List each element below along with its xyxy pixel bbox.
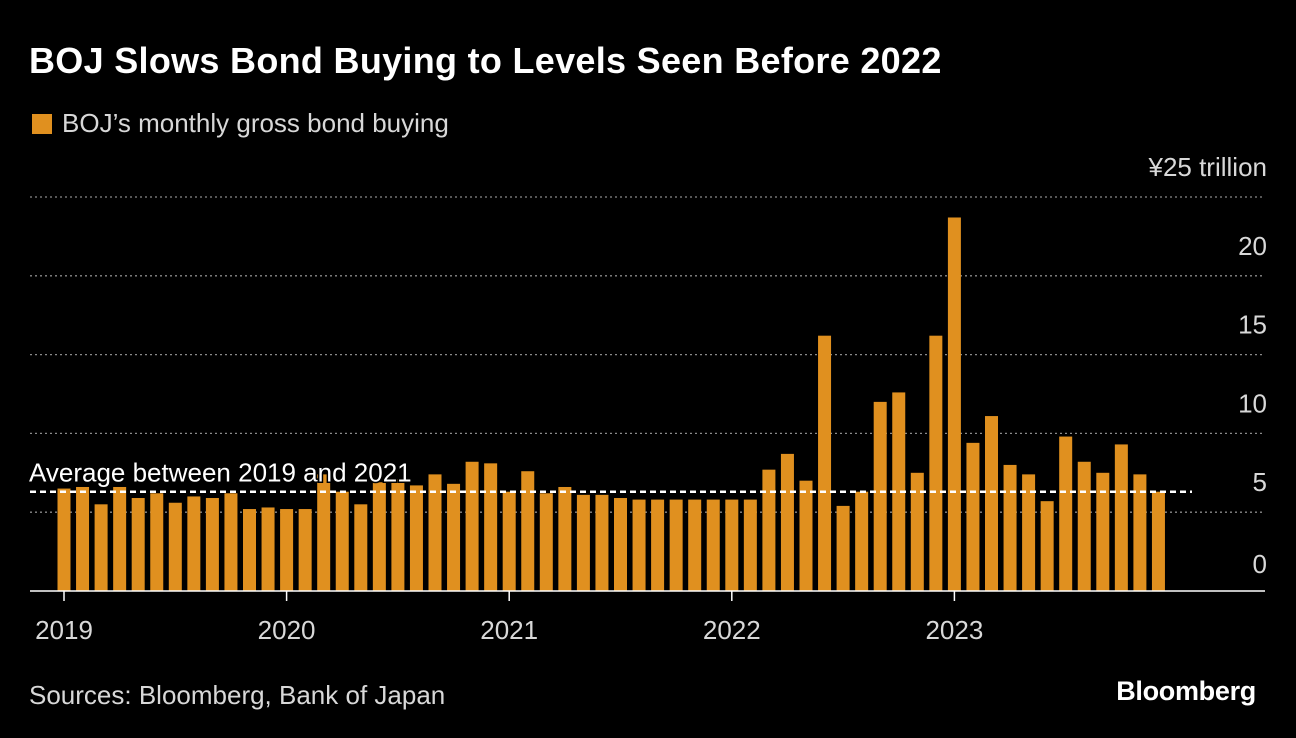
- bar: [651, 499, 665, 591]
- y-tick-label: 20: [1238, 231, 1267, 261]
- bar: [409, 485, 423, 591]
- bar: [187, 496, 201, 591]
- bar: [985, 416, 998, 591]
- bloomberg-logo: Bloomberg: [1116, 676, 1256, 706]
- bar: [391, 479, 405, 591]
- axes: 0 5 10 15 20 ¥25 trillion 2019 2020 2021 2022 2023: [30, 152, 1267, 645]
- y-tick-label: 10: [1238, 388, 1267, 418]
- bar: [929, 335, 943, 591]
- x-tick-label: 2020: [258, 615, 316, 645]
- bar: [632, 499, 646, 591]
- bar: [168, 502, 182, 591]
- bar: [743, 499, 757, 591]
- bar: [94, 504, 108, 591]
- bar: [354, 504, 368, 591]
- bar: [521, 471, 535, 591]
- average-reference-label: Average between 2019 and 2021: [29, 458, 412, 488]
- bar: [150, 493, 164, 591]
- bar: [428, 474, 442, 591]
- x-tick-label: 2019: [35, 615, 93, 645]
- x-tick-label: 2022: [703, 615, 761, 645]
- bar: [1040, 501, 1054, 591]
- bar: [595, 494, 609, 591]
- bar: [261, 507, 275, 591]
- bar: [947, 217, 961, 591]
- bar: [243, 509, 256, 591]
- bar: [558, 486, 572, 591]
- bar: [465, 461, 479, 591]
- bar: [1151, 491, 1165, 591]
- bar: [706, 499, 720, 591]
- x-tick-label: 2023: [925, 615, 983, 645]
- bar: [131, 498, 145, 591]
- bar: [224, 493, 238, 591]
- bar: [335, 491, 349, 591]
- bar: [205, 498, 219, 591]
- bar: [762, 469, 776, 591]
- bar: [372, 482, 386, 591]
- y-tick-label: 5: [1253, 467, 1267, 497]
- bar: [873, 401, 887, 591]
- bar: [910, 472, 924, 591]
- bar: [725, 499, 739, 591]
- bar: [280, 509, 294, 591]
- bar: [1096, 472, 1110, 591]
- bar: [799, 480, 813, 591]
- bar: [780, 453, 794, 591]
- legend-label: BOJ’s monthly gross bond buying: [62, 108, 449, 138]
- y-tick-label: 0: [1253, 549, 1267, 579]
- bar: [298, 509, 312, 591]
- bar: [113, 486, 127, 591]
- bar: [484, 463, 498, 591]
- bar: [57, 488, 71, 591]
- bar: [688, 499, 702, 591]
- source-note: Sources: Bloomberg, Bank of Japan: [29, 680, 446, 710]
- bar: [1059, 436, 1073, 591]
- bar: [669, 499, 683, 591]
- bar: [539, 493, 553, 591]
- bar: [855, 491, 869, 591]
- bar: [576, 494, 590, 591]
- reference-line-group: Average between 2019 and 2021: [28, 456, 1192, 493]
- bar: [76, 486, 90, 591]
- bar: [966, 442, 980, 591]
- bar: [447, 483, 461, 591]
- bars: [57, 217, 1165, 591]
- legend: BOJ’s monthly gross bond buying: [32, 108, 449, 139]
- x-tick-label: 2021: [480, 615, 538, 645]
- chart-title: BOJ Slows Bond Buying to Levels Seen Bef…: [29, 40, 942, 81]
- legend-swatch: [32, 113, 52, 134]
- y-tick-label: ¥25 trillion: [1147, 152, 1267, 182]
- bar: [836, 505, 850, 591]
- bar: [1077, 461, 1091, 591]
- bar: [818, 335, 832, 591]
- bar: [614, 498, 627, 591]
- bar: [1114, 444, 1128, 591]
- bar: [502, 491, 516, 591]
- bar: [1022, 474, 1036, 591]
- bar: [892, 392, 906, 591]
- bar: [1133, 474, 1147, 591]
- y-tick-label: 15: [1238, 310, 1267, 340]
- bar: [1003, 464, 1017, 591]
- bar: [317, 474, 331, 591]
